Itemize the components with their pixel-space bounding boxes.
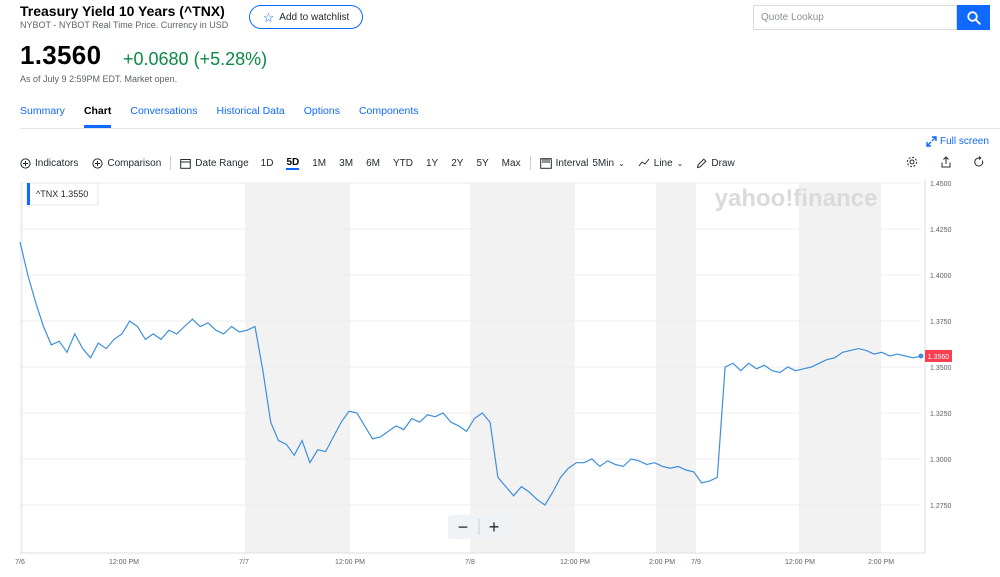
series-label-marker — [27, 183, 30, 205]
draw-button[interactable]: Draw — [696, 157, 735, 169]
x-tick-label: 12:00 PM — [785, 559, 815, 566]
tab-chart[interactable]: Chart — [83, 98, 112, 128]
settings-icon — [906, 156, 918, 168]
y-tick-label: 1.3000 — [930, 457, 952, 464]
current-price-tag — [925, 349, 952, 362]
series-label: ^TNX 1.3550 — [36, 189, 88, 199]
zoom-in-button[interactable]: + — [489, 517, 500, 537]
y-tick-label: 1.4250 — [930, 227, 952, 234]
price-series-line — [19, 241, 922, 506]
current-price-tag-label: 1.3560 — [928, 354, 950, 361]
x-tick-label: 7/6 — [15, 559, 25, 566]
reset-icon — [974, 156, 984, 167]
comparison-icon — [92, 157, 103, 169]
star-icon: ☆ — [262, 9, 275, 25]
tab-summary[interactable]: Summary — [20, 105, 65, 117]
tab-historical-data[interactable]: Historical Data — [216, 105, 285, 117]
y-tick-label: 1.3250 — [930, 411, 952, 418]
interval-value: 5Min — [592, 157, 615, 169]
range-5y[interactable]: 5Y — [476, 157, 489, 169]
range-ytd[interactable]: YTD — [392, 157, 413, 169]
indicators-icon — [20, 157, 31, 169]
reset-button[interactable] — [973, 155, 985, 173]
y-tick-label: 1.4000 — [930, 273, 952, 280]
range-1m[interactable]: 1M — [312, 157, 327, 169]
comparison-button[interactable]: Comparison — [92, 158, 161, 169]
page-subtitle: NYBOT - NYBOT Real Time Price. Currency … — [20, 20, 229, 30]
range-5d[interactable]: 5D — [286, 156, 300, 170]
share-button[interactable] — [940, 155, 952, 173]
x-tick-label: 2:00 PM — [868, 559, 894, 566]
search-button[interactable] — [957, 5, 990, 30]
range-3m[interactable]: 3M — [339, 157, 354, 169]
off-hours-band — [245, 183, 350, 553]
fullscreen-button[interactable]: Full screen — [926, 136, 989, 147]
interval-icon — [539, 157, 552, 169]
interval-label: Interval — [555, 157, 589, 169]
y-tick-label: 1.3500 — [930, 365, 952, 372]
range-2y[interactable]: 2Y — [451, 157, 464, 169]
draw-icon — [697, 157, 707, 168]
quote-lookup-input[interactable] — [753, 5, 957, 30]
x-tick-label: 12:00 PM — [560, 559, 590, 566]
page-title: Treasury Yield 10 Years (^TNX) — [20, 3, 225, 19]
range-1y[interactable]: 1Y — [425, 157, 439, 169]
y-tick-label: 1.4500 — [930, 181, 952, 188]
last-price-dot — [918, 353, 924, 359]
yahoo-finance-watermark: yahoo!finance — [715, 185, 878, 212]
zoom-out-button[interactable]: − — [458, 517, 469, 537]
fullscreen-icon — [926, 136, 937, 147]
indicators-button[interactable]: Indicators — [20, 158, 78, 169]
range-1d[interactable]: 1D — [260, 157, 274, 169]
search-icon — [966, 10, 981, 25]
interval-dropdown[interactable]: Interval 5Min ⌄ — [539, 157, 625, 169]
x-tick-label: 7/7 — [239, 559, 249, 566]
off-hours-band — [470, 183, 575, 553]
x-tick-label: 7/8 — [465, 559, 475, 566]
chart-type-dropdown[interactable]: Line ⌄ — [638, 157, 684, 169]
tab-conversations[interactable]: Conversations — [130, 105, 198, 117]
quote-tabs: Summary Chart Conversations Historical D… — [20, 98, 438, 128]
chevron-down-icon: ⌄ — [676, 158, 684, 168]
x-tick-label: 2:00 PM — [649, 559, 675, 566]
toolbar-divider — [170, 156, 172, 170]
toolbar-divider — [529, 156, 531, 170]
market-status: As of July 9 2:59PM EDT. Market open. — [20, 74, 178, 84]
off-hours-band — [799, 183, 881, 553]
off-hours-band — [20, 183, 23, 553]
x-tick-label: 7/9 — [691, 559, 701, 566]
y-tick-label: 1.3750 — [930, 319, 952, 326]
date-range-label: Date Range — [195, 157, 249, 169]
price-change: +0.0680 (+5.28%) — [123, 49, 268, 69]
y-tick-label: 1.2750 — [930, 503, 952, 510]
tab-options[interactable]: Options — [303, 105, 340, 117]
comparison-label: Comparison — [107, 157, 162, 169]
date-range-button[interactable]: Date Range — [180, 157, 249, 169]
share-icon — [941, 156, 951, 168]
tabs-divider — [20, 128, 1000, 129]
tab-components[interactable]: Components — [358, 105, 419, 117]
x-tick-label: 12:00 PM — [109, 559, 139, 566]
chart-toolbar: Indicators Comparison Date Range 1D 5D 1… — [20, 154, 735, 172]
range-max[interactable]: Max — [501, 157, 521, 169]
range-6m[interactable]: 6M — [366, 157, 380, 169]
indicators-label: Indicators — [35, 157, 79, 169]
off-hours-band — [656, 183, 696, 553]
chart-type-value: Line — [653, 157, 673, 169]
fullscreen-label: Full screen — [940, 136, 989, 147]
line-icon — [638, 158, 650, 167]
calendar-icon — [180, 158, 192, 169]
price-chart[interactable]: 1.4500 1.4250 1.4000 1.3750 1.3500 1.3250 1.30… — [0, 176, 1000, 577]
add-to-watchlist-label: Add to watchlist — [279, 11, 350, 23]
current-price: 1.3560 — [20, 40, 102, 70]
x-tick-label: 12:00 PM — [335, 559, 365, 566]
draw-label: Draw — [711, 157, 735, 169]
add-to-watchlist-button[interactable]: ☆ Add to watchlist — [249, 5, 363, 29]
settings-button[interactable] — [906, 155, 918, 173]
chevron-down-icon: ⌄ — [618, 158, 625, 168]
